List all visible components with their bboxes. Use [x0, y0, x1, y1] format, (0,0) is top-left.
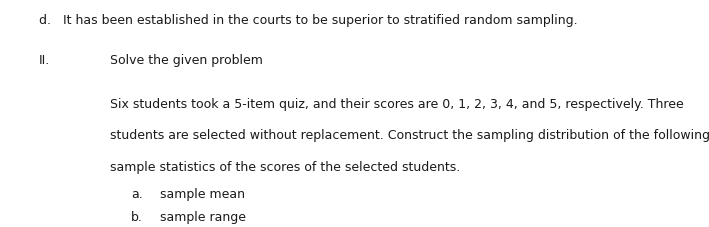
Text: b.: b. [131, 211, 143, 224]
Text: a.: a. [131, 188, 143, 201]
Text: sample range: sample range [160, 211, 245, 224]
Text: sample statistics of the scores of the selected students.: sample statistics of the scores of the s… [110, 161, 460, 174]
Text: Six students took a 5-item quiz, and their scores are 0, 1, 2, 3, 4, and 5, resp: Six students took a 5-item quiz, and the… [110, 98, 683, 111]
Text: sample mean: sample mean [160, 188, 245, 201]
Text: d.   It has been established in the courts to be superior to stratified random s: d. It has been established in the courts… [39, 14, 578, 27]
Text: II.: II. [39, 54, 50, 67]
Text: Solve the given problem: Solve the given problem [110, 54, 263, 67]
Text: students are selected without replacement. Construct the sampling distribution o: students are selected without replacemen… [110, 129, 709, 142]
